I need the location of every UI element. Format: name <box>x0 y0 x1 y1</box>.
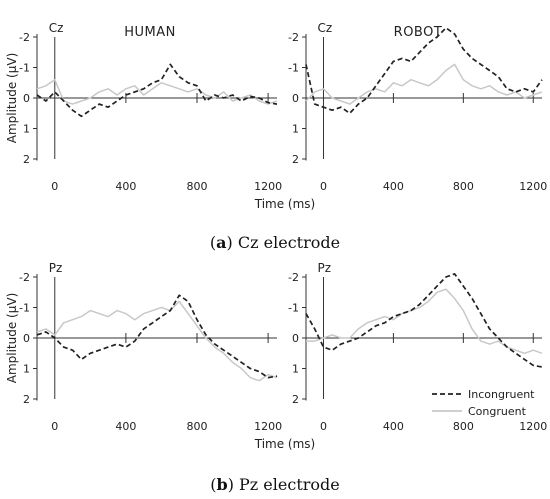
panel2-series-incongruent <box>36 294 278 379</box>
caption-a: (a) Cz electrode <box>209 233 341 252</box>
panel1-y-tick-label: -1 <box>288 62 299 75</box>
panel2-y-tick-label: 0 <box>23 332 30 345</box>
panel1-x-tick-label: 800 <box>453 180 474 193</box>
panel0-series-incongruent <box>36 63 278 118</box>
panel3-y-tick-label: -2 <box>288 271 299 284</box>
panel0-x-tick-label: 0 <box>51 180 58 193</box>
panel0-y-label: Amplitude (µV) <box>5 53 19 144</box>
caption-b-text: Pz electrode <box>233 475 340 494</box>
panel3-x-tick-label: 0 <box>320 420 327 433</box>
panel2-y-tick-label: -2 <box>19 271 30 284</box>
panel3-y-tick-label: 2 <box>292 393 299 406</box>
panel3-electrode-label: Pz <box>317 261 331 275</box>
legend-label-congruent: Congruent <box>468 405 527 418</box>
panel1-x-tick-label: 1200 <box>519 180 547 193</box>
panel2-y-tick-label: 2 <box>23 393 30 406</box>
panel1-y-tick-label: 0 <box>292 92 299 105</box>
panel1-y-tick-label: -2 <box>288 31 299 44</box>
panel0-x-tick-label: 1200 <box>254 180 282 193</box>
panel0-title: HUMAN <box>124 25 176 40</box>
panel3-y-tick-label: 0 <box>292 332 299 345</box>
panel3-x-tick-label: 1200 <box>519 420 547 433</box>
panel2-x-label: Time (ms) <box>254 437 316 451</box>
panel3-series-congruent <box>306 288 543 355</box>
panel3-y-tick-label: -1 <box>288 302 299 315</box>
panel0-y-tick-label: -1 <box>19 62 30 75</box>
panel2-x-tick-label: 800 <box>187 420 208 433</box>
panel0-x-label: Time (ms) <box>254 197 316 211</box>
panel3-y-tick-label: 1 <box>292 363 299 376</box>
panel2-electrode-label: Pz <box>49 261 63 275</box>
panel0-x-tick-label: 800 <box>187 180 208 193</box>
panel1-x-tick-label: 0 <box>320 180 327 193</box>
panel1-series-incongruent <box>305 27 543 115</box>
panel3-x-tick-label: 400 <box>383 420 404 433</box>
panel2-series-congruent <box>36 300 278 382</box>
panel0-y-tick-label: 1 <box>23 123 30 136</box>
legend-label-incongruent: Incongruent <box>468 388 535 401</box>
panel2-y-tick-label: 1 <box>23 363 30 376</box>
panel0-x-tick-label: 400 <box>115 180 136 193</box>
panel0-y-tick-label: 0 <box>23 92 30 105</box>
panel2-y-label: Amplitude (µV) <box>5 293 19 384</box>
panel0-y-tick-label: -2 <box>19 31 30 44</box>
panel2-x-tick-label: 1200 <box>254 420 282 433</box>
panel1-title: ROBOT <box>394 25 443 40</box>
caption-b-tag: b <box>216 475 228 494</box>
panel0-y-tick-label: 2 <box>23 153 30 166</box>
panel3-series-incongruent <box>305 273 543 368</box>
panel2-y-tick-label: -1 <box>19 302 30 315</box>
caption-a-tag: a <box>216 233 227 252</box>
panel1-y-tick-label: 1 <box>292 123 299 136</box>
panel1-series-congruent <box>305 63 543 105</box>
panel1-y-tick-label: 2 <box>292 153 299 166</box>
panel2-x-tick-label: 400 <box>115 420 136 433</box>
caption-b: (b) Pz electrode <box>210 475 340 494</box>
panel0-series-congruent <box>36 78 278 105</box>
caption-a-text: Cz electrode <box>232 233 341 252</box>
panel1-x-tick-label: 400 <box>383 180 404 193</box>
panel0-electrode-label: Cz <box>49 21 64 35</box>
panel3-x-tick-label: 800 <box>453 420 474 433</box>
panel2-x-tick-label: 0 <box>51 420 58 433</box>
panel1-electrode-label: Cz <box>317 21 332 35</box>
